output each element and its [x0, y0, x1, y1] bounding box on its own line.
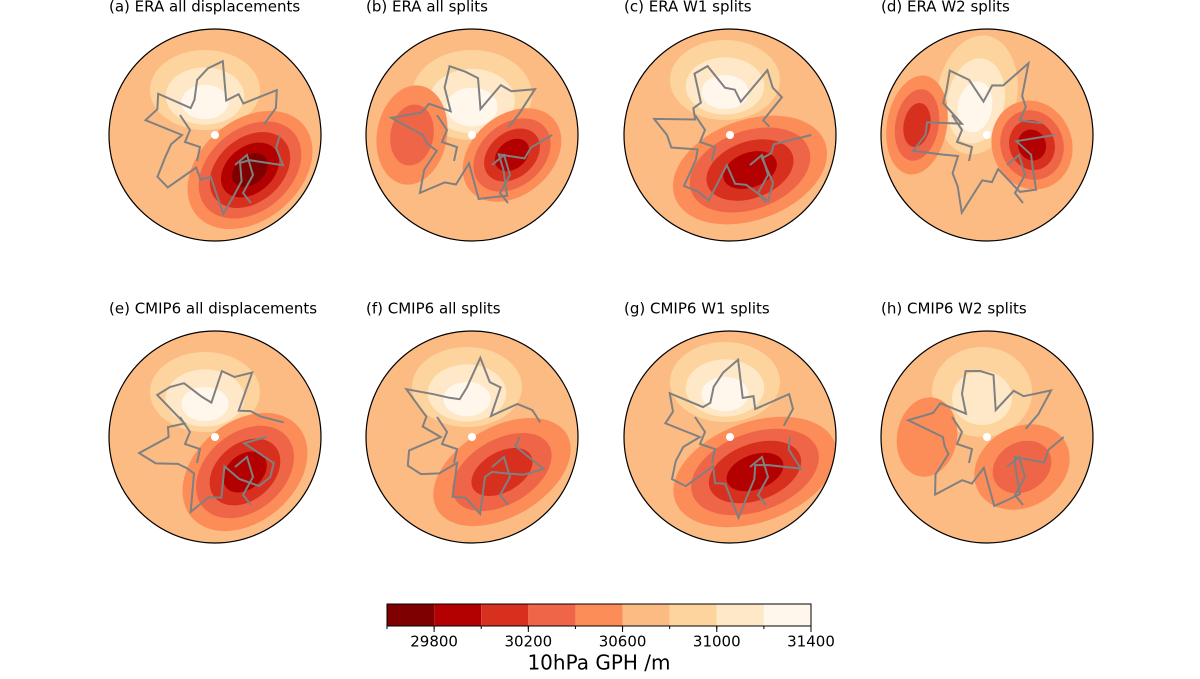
panel-title: (h) CMIP6 W2 splits [881, 300, 1027, 318]
map-boundary [108, 28, 322, 242]
coastline [404, 355, 546, 517]
pole [468, 433, 476, 441]
pole [468, 131, 476, 139]
panel-title: (a) ERA all displacements [109, 0, 300, 16]
panel-title: (d) ERA W2 splits [881, 0, 1010, 16]
map [881, 331, 1093, 543]
high-contour [701, 74, 749, 110]
map-boundary [108, 330, 322, 544]
colorbar-bin [528, 604, 576, 626]
colorbar-bin [575, 604, 623, 626]
map [366, 29, 578, 241]
pole [983, 131, 991, 139]
colorbar-label: 10hPa GPH /m [527, 651, 670, 675]
colorbar-bin [622, 604, 670, 626]
map [624, 29, 836, 241]
map [109, 29, 321, 241]
map-boundary [880, 28, 1094, 242]
coastline [137, 369, 285, 515]
high-contour [446, 87, 498, 127]
high-contour [443, 381, 491, 417]
low-contour [494, 138, 530, 172]
pole [211, 433, 219, 441]
map-boundary [365, 330, 579, 544]
map-boundary [623, 28, 837, 242]
colorbar-tick-label: 31400 [787, 633, 835, 651]
coastline [951, 416, 1027, 506]
panel-title: (c) ERA W1 splits [624, 0, 752, 16]
low-contour [223, 451, 267, 493]
colorbar-tick-label: 31000 [693, 633, 741, 651]
pole [726, 131, 734, 139]
colorbar-tick-label: 29800 [410, 633, 458, 651]
colorbar-bin [763, 604, 811, 626]
coastline [663, 357, 803, 521]
coastline [911, 60, 1055, 216]
low-contour [390, 104, 434, 166]
coastline [388, 64, 553, 201]
coastline [651, 64, 812, 203]
colorbar-frame [386, 603, 812, 627]
map-boundary [365, 28, 579, 242]
coastline [143, 59, 285, 217]
colorbar-tick-label: 30600 [599, 633, 647, 651]
map [881, 29, 1093, 241]
colorbar-bin [716, 604, 764, 626]
coastline [436, 416, 512, 506]
coastline [694, 416, 770, 506]
high-contour [181, 386, 229, 422]
coastline [694, 114, 770, 204]
coastline [951, 114, 1027, 204]
map-boundary [623, 330, 837, 544]
coastline [179, 416, 255, 506]
map [624, 331, 836, 543]
map [109, 331, 321, 543]
colorbar-tick-label: 30200 [504, 633, 552, 651]
high-contour [181, 84, 229, 120]
high-contour [952, 371, 1012, 425]
pole [983, 433, 991, 441]
panel-title: (e) CMIP6 all displacements [109, 300, 317, 318]
low-contour [896, 397, 958, 477]
colorbar-bin [434, 604, 482, 626]
coastline [905, 369, 1065, 508]
panel-title: (g) CMIP6 W1 splits [624, 300, 770, 318]
map-boundary [880, 330, 1094, 544]
high-contour [701, 376, 749, 412]
coastline [179, 114, 255, 204]
coastline [436, 114, 512, 204]
panel-title: (b) ERA all splits [366, 0, 488, 16]
high-contour [957, 81, 993, 133]
map [366, 331, 578, 543]
pole [726, 433, 734, 441]
panel-title: (f) CMIP6 all splits [366, 300, 501, 318]
pole [211, 131, 219, 139]
colorbar-bin [387, 604, 435, 626]
colorbar-bin [669, 604, 717, 626]
colorbar-bin [481, 604, 529, 626]
